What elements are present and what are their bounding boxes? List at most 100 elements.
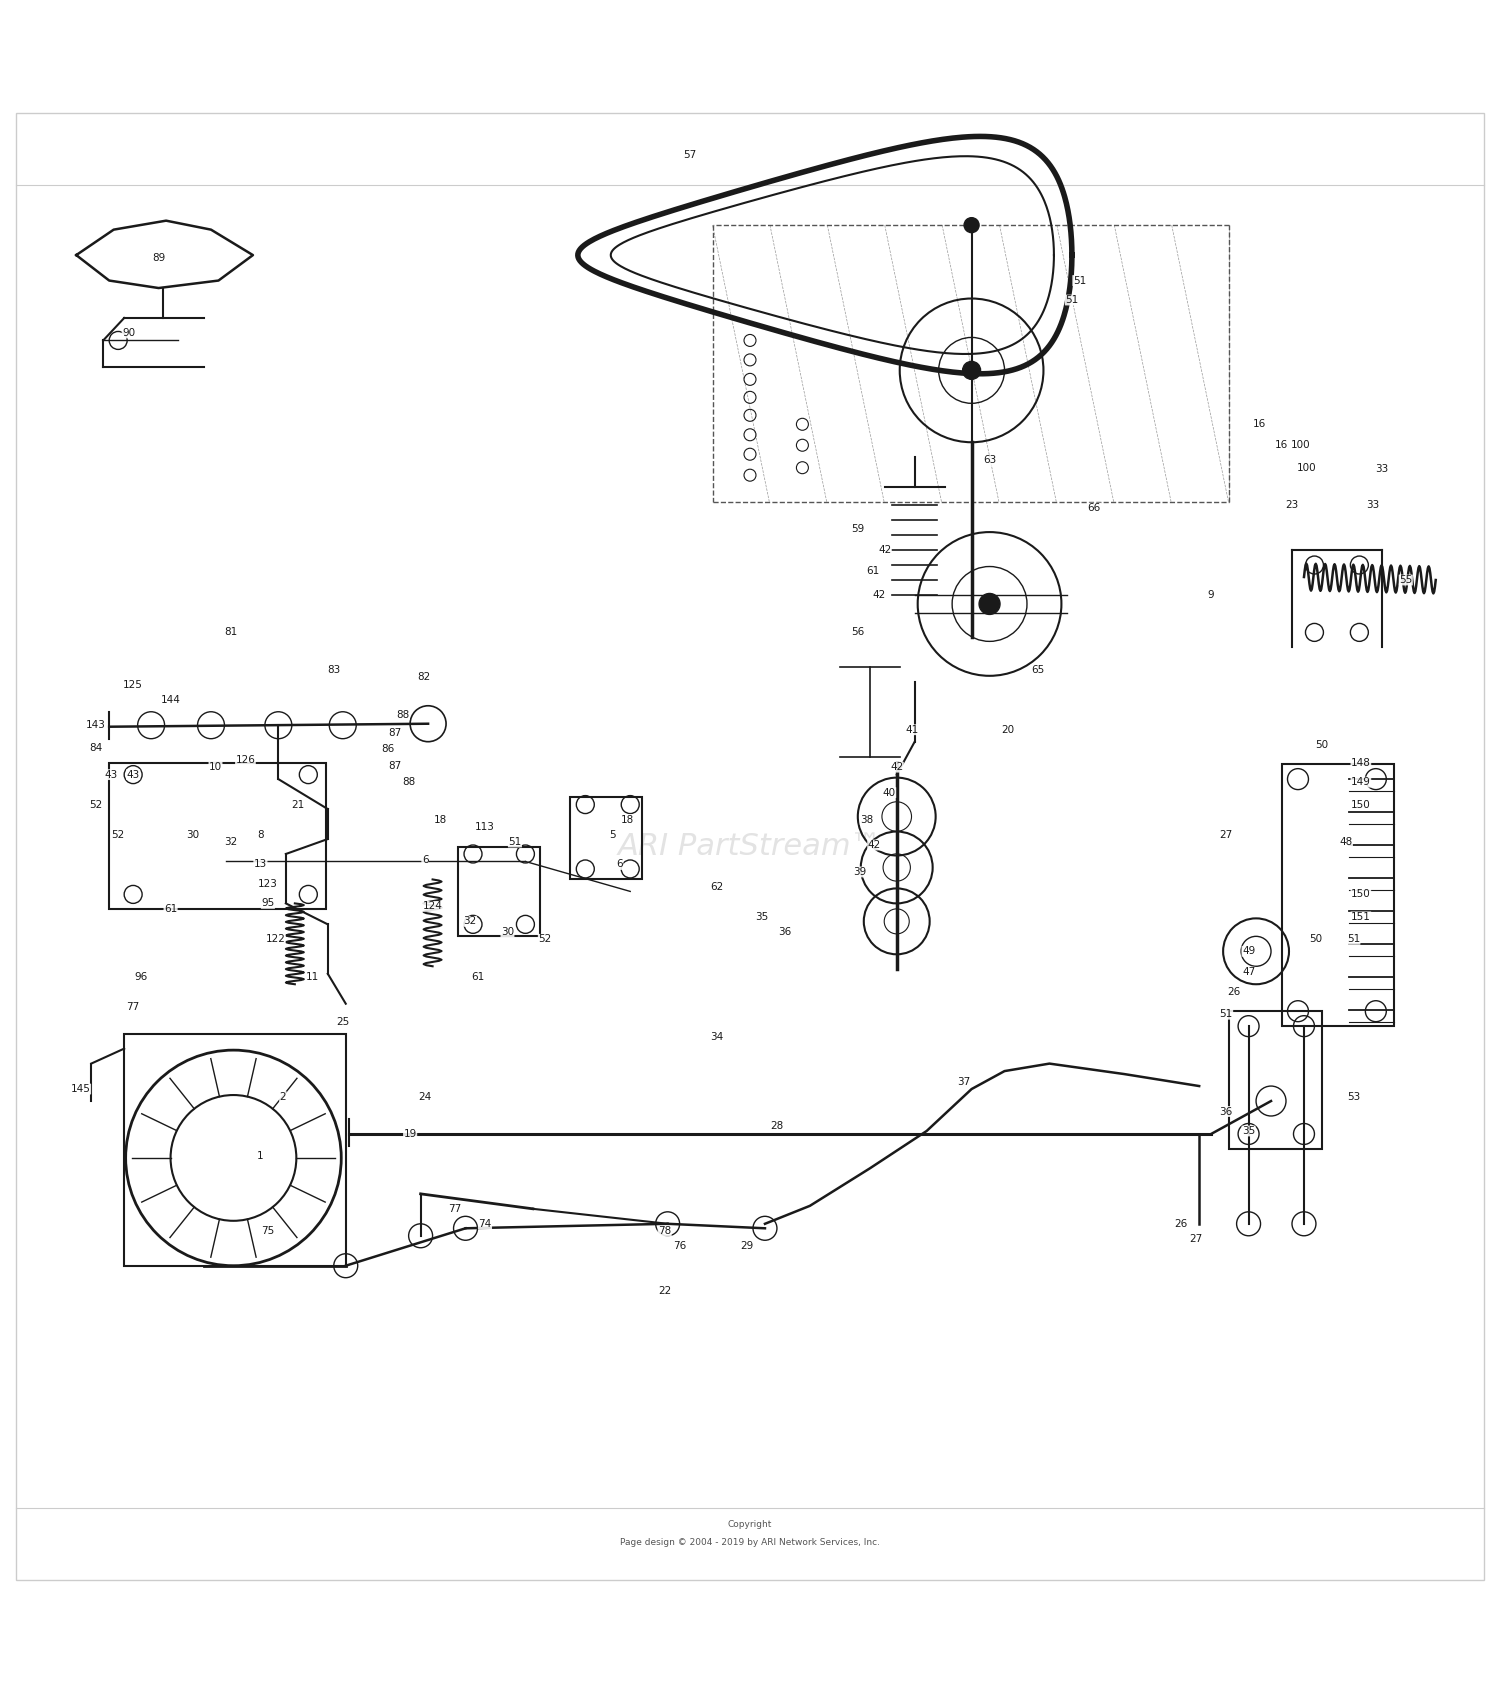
Text: 42: 42 — [878, 545, 891, 555]
Text: 150: 150 — [1352, 799, 1371, 809]
Text: 148: 148 — [1352, 758, 1371, 767]
Text: 9: 9 — [1208, 589, 1215, 599]
Text: 10: 10 — [209, 762, 222, 772]
Bar — [110, 762, 327, 909]
Text: Copyright: Copyright — [728, 1520, 772, 1529]
Bar — [570, 797, 642, 879]
Text: 89: 89 — [152, 252, 165, 262]
Text: 77: 77 — [126, 1002, 140, 1012]
Text: 25: 25 — [336, 1017, 350, 1026]
Text: 43: 43 — [104, 770, 117, 780]
Text: 76: 76 — [674, 1241, 687, 1251]
Text: 122: 122 — [266, 935, 285, 945]
Text: 123: 123 — [258, 879, 278, 889]
Text: 126: 126 — [236, 755, 255, 765]
Text: 75: 75 — [261, 1226, 274, 1236]
Text: 24: 24 — [419, 1092, 432, 1102]
Text: 42: 42 — [871, 589, 885, 599]
Text: 49: 49 — [1242, 946, 1256, 957]
Text: 37: 37 — [957, 1077, 970, 1087]
Text: 63: 63 — [982, 455, 996, 466]
Bar — [124, 1034, 345, 1266]
Text: 51: 51 — [1347, 935, 1360, 945]
Text: 52: 52 — [111, 830, 125, 840]
Text: 19: 19 — [404, 1129, 417, 1139]
Text: 113: 113 — [476, 823, 495, 831]
Circle shape — [963, 361, 981, 379]
Text: 51: 51 — [1072, 276, 1086, 286]
Text: 30: 30 — [186, 830, 200, 840]
Text: 52: 52 — [538, 935, 552, 945]
Text: 18: 18 — [433, 814, 447, 824]
Text: 21: 21 — [291, 799, 304, 809]
Circle shape — [964, 218, 980, 232]
Text: 143: 143 — [86, 720, 105, 730]
Text: Page design © 2004 - 2019 by ARI Network Services, Inc.: Page design © 2004 - 2019 by ARI Network… — [620, 1539, 880, 1547]
Text: 23: 23 — [1286, 499, 1299, 510]
Text: 96: 96 — [134, 972, 147, 982]
Text: 6: 6 — [422, 855, 429, 865]
Text: 150: 150 — [1352, 889, 1371, 899]
Text: 149: 149 — [1352, 777, 1371, 787]
Text: 30: 30 — [501, 926, 515, 936]
Text: 51: 51 — [509, 836, 522, 846]
Text: 6: 6 — [616, 860, 622, 870]
Text: 74: 74 — [478, 1219, 492, 1229]
Text: 62: 62 — [711, 882, 723, 892]
Text: 43: 43 — [126, 770, 140, 780]
Text: 66: 66 — [1088, 503, 1101, 513]
Text: 100: 100 — [1292, 440, 1311, 450]
Text: 59: 59 — [850, 525, 864, 533]
Text: 90: 90 — [122, 328, 135, 339]
Text: 34: 34 — [711, 1031, 723, 1041]
Text: 22: 22 — [658, 1287, 672, 1297]
Text: 88: 88 — [402, 777, 416, 787]
Text: 95: 95 — [261, 899, 274, 909]
Text: 18: 18 — [621, 814, 634, 824]
Text: 40: 40 — [882, 787, 896, 797]
Text: 50: 50 — [1310, 935, 1323, 945]
Text: 50: 50 — [1316, 740, 1329, 750]
Text: 77: 77 — [448, 1204, 462, 1214]
Text: 20: 20 — [1000, 725, 1014, 735]
Text: 125: 125 — [123, 681, 142, 689]
Circle shape — [980, 594, 1000, 615]
Text: 33: 33 — [1376, 464, 1389, 474]
Text: 51: 51 — [1220, 1009, 1233, 1019]
Bar — [458, 846, 540, 936]
Text: 78: 78 — [658, 1226, 672, 1236]
Text: 36: 36 — [778, 926, 790, 936]
Text: 47: 47 — [1242, 967, 1256, 977]
Text: 124: 124 — [423, 901, 442, 911]
Text: 84: 84 — [88, 743, 102, 753]
Text: 82: 82 — [417, 672, 430, 682]
Text: 35: 35 — [756, 913, 768, 923]
Text: 36: 36 — [1220, 1107, 1233, 1116]
Text: 61: 61 — [471, 972, 484, 982]
Bar — [1281, 764, 1394, 1026]
Text: 42: 42 — [867, 840, 880, 850]
Text: 27: 27 — [1220, 830, 1233, 840]
Text: 61: 61 — [865, 565, 879, 576]
Text: 39: 39 — [852, 867, 865, 877]
Text: 16: 16 — [1275, 440, 1288, 450]
Text: 32: 32 — [224, 836, 237, 846]
Text: 144: 144 — [160, 694, 180, 704]
Text: 151: 151 — [1352, 913, 1371, 923]
Text: 42: 42 — [890, 762, 903, 772]
Text: 51: 51 — [1065, 295, 1078, 305]
Text: 27: 27 — [1190, 1234, 1203, 1244]
Text: 29: 29 — [741, 1241, 753, 1251]
Text: 83: 83 — [327, 665, 340, 676]
Text: 100: 100 — [1298, 462, 1317, 472]
Text: 56: 56 — [850, 628, 864, 637]
Text: 28: 28 — [771, 1121, 783, 1131]
Text: 26: 26 — [1227, 987, 1240, 997]
Text: 81: 81 — [224, 628, 237, 637]
Text: 55: 55 — [1400, 576, 1413, 586]
Text: 61: 61 — [164, 904, 177, 914]
Text: 35: 35 — [1242, 1126, 1256, 1136]
Text: 13: 13 — [254, 860, 267, 870]
Text: 53: 53 — [1347, 1092, 1360, 1102]
Text: 11: 11 — [306, 972, 320, 982]
